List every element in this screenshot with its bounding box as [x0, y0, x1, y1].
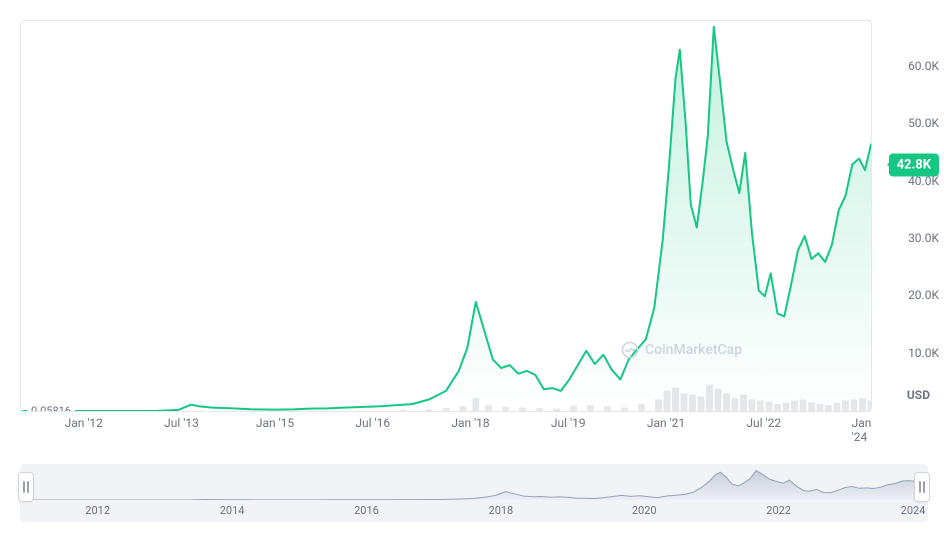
price-chart-svg — [21, 21, 871, 411]
start-price-label: 0.05816 — [27, 405, 75, 413]
watermark-text: CoinMarketCap — [645, 342, 742, 358]
brush-svg — [26, 470, 922, 500]
x-tick: Jan '18 — [451, 416, 489, 430]
x-tick: Jan '21 — [647, 416, 685, 430]
x-axis: Jan '12 Jul '13 Jan '15 Jul '16 Jan '18 Jul '… — [20, 416, 870, 436]
start-price-guideline — [21, 411, 871, 412]
brush-x-tick: 2012 — [85, 504, 110, 517]
brush-chart — [26, 470, 922, 500]
brush-x-axis: 2012201420162018202020222024 — [26, 504, 922, 520]
watermark-icon — [621, 341, 639, 359]
brush-x-tick: 2020 — [632, 504, 657, 517]
y-tick: 20.0K — [908, 288, 939, 302]
brush-handle-right[interactable] — [914, 472, 930, 502]
brush-x-tick: 2024 — [901, 504, 926, 517]
y-tick: 30.0K — [908, 231, 939, 245]
chart-container: 0.05816 CoinMarketCap 10.0K20.0K30.0K40.… — [0, 0, 944, 540]
brush-handle-left[interactable] — [18, 472, 34, 502]
x-tick: Jul '16 — [355, 416, 390, 430]
x-tick: Jul '19 — [551, 416, 586, 430]
brush-x-tick: 2016 — [354, 504, 379, 517]
x-tick: Jul '13 — [164, 416, 199, 430]
brush-x-tick: 2018 — [489, 504, 514, 517]
brush-x-tick: 2022 — [766, 504, 791, 517]
price-chart[interactable]: 0.05816 CoinMarketCap — [20, 20, 872, 412]
current-price-badge: 42.8K — [889, 153, 939, 176]
currency-label: USD — [907, 388, 930, 402]
y-tick: 10.0K — [908, 346, 939, 360]
x-tick: Jan '24 — [852, 416, 872, 444]
y-tick: 60.0K — [908, 59, 939, 73]
x-tick: Jan '15 — [256, 416, 294, 430]
x-tick: Jan '12 — [65, 416, 103, 430]
y-axis: 10.0K20.0K30.0K40.0K50.0K60.0K — [884, 20, 939, 410]
range-brush[interactable]: 2012 2014 2016 2018 2020 2022 2024 — [20, 464, 928, 522]
y-tick: 50.0K — [908, 116, 939, 130]
brush-x-tick: 2014 — [220, 504, 245, 517]
current-price-value: 42.8K — [897, 157, 931, 172]
x-tick: Jul '22 — [746, 416, 781, 430]
watermark: CoinMarketCap — [621, 341, 742, 359]
